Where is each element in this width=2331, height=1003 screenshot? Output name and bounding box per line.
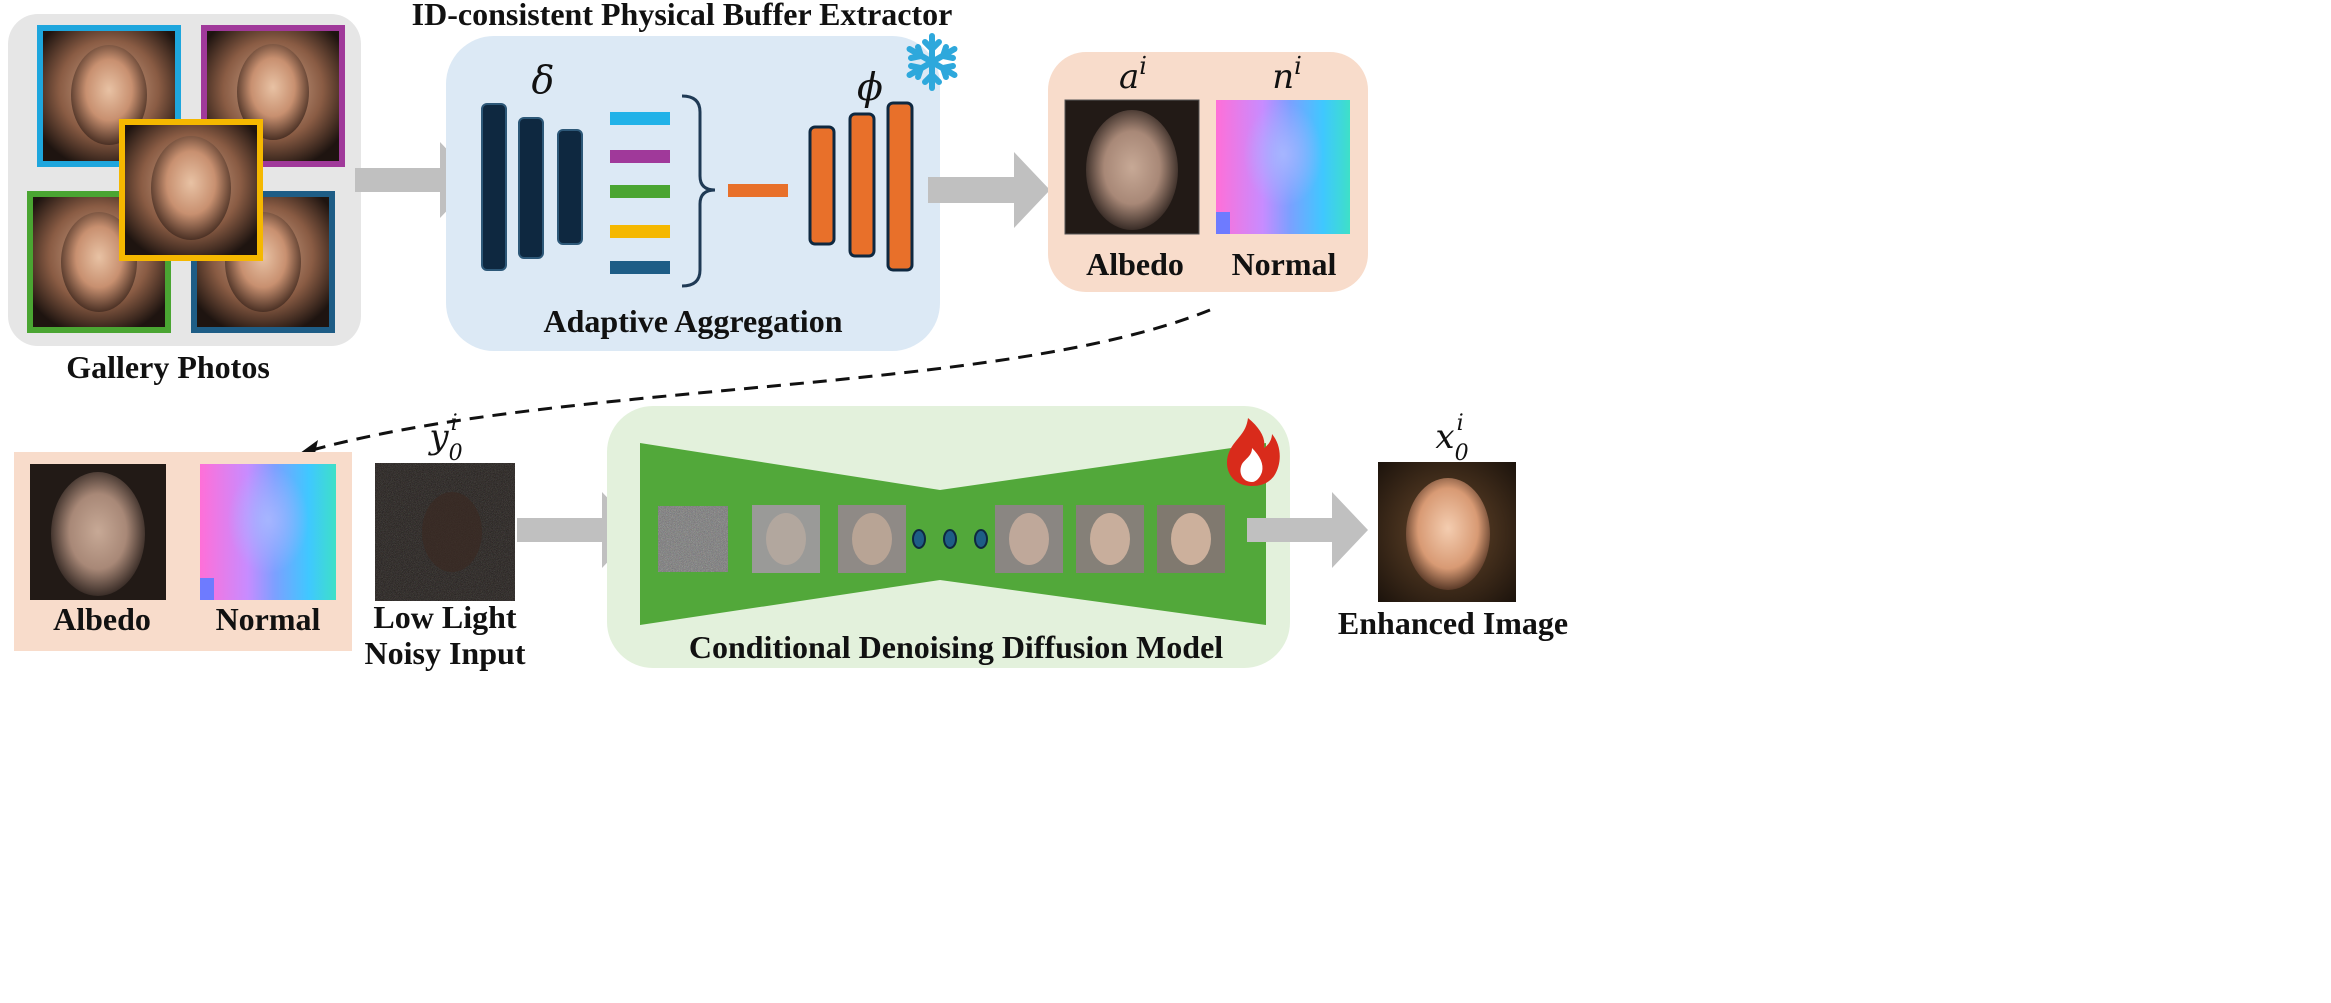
extractor-panel: [446, 36, 940, 351]
normal-label-bottom: Normal: [216, 601, 321, 637]
normal-label-top: Normal: [1232, 246, 1337, 282]
encoder-layer: [557, 129, 583, 245]
decoder-layer: [848, 112, 876, 258]
albedo-image-bottom: [30, 464, 166, 600]
step-image: [838, 505, 906, 573]
feature-bar: [610, 185, 670, 198]
arrow-to-buffers: [928, 152, 1050, 228]
decoder-layer: [886, 101, 914, 272]
feature-bar: [610, 150, 670, 163]
albedo-image-top: [1064, 99, 1200, 235]
gallery-label: Gallery Photos: [66, 349, 270, 385]
snowflake-icon: [906, 33, 958, 91]
feature-bar: [610, 261, 670, 274]
encoder-layer: [481, 103, 507, 271]
step-image: [1157, 505, 1225, 573]
normal-image-top: [1216, 100, 1350, 234]
step-image: [1076, 505, 1144, 573]
encoder-symbol: δ: [532, 58, 555, 102]
albedo-label-bottom: Albedo: [53, 601, 151, 637]
dashed-connector: [304, 308, 1211, 454]
encoder-layer: [518, 117, 544, 259]
dot: [943, 529, 957, 549]
arrow-to-output: [1247, 492, 1368, 568]
denoising-steps: [658, 505, 1225, 573]
step-image: [752, 505, 820, 573]
gallery-photos: [27, 25, 345, 333]
dot: [912, 529, 926, 549]
input-label-line1: Low Light: [373, 599, 516, 635]
input-symbol: y0i: [427, 411, 462, 466]
input-label-line2: Noisy Input: [365, 635, 526, 671]
step-noise: [658, 506, 728, 572]
gallery-photo: [119, 119, 263, 261]
feature-bars: [610, 112, 670, 274]
albedo-label-top: Albedo: [1086, 246, 1184, 282]
flame-icon: [1226, 418, 1280, 486]
output-symbol: x0i: [1435, 411, 1468, 466]
normal-symbol-top: ni: [1272, 52, 1302, 97]
ellipsis-dots: [912, 529, 988, 549]
noisy-input-image: [375, 463, 515, 601]
step-image: [995, 505, 1063, 573]
gallery-photo: [27, 191, 171, 333]
decoder-layer: [808, 125, 836, 246]
encoder-network: [481, 103, 583, 271]
normal-image-bottom: [200, 464, 336, 600]
diffusion-label: Conditional Denoising Diffusion Model: [689, 629, 1223, 665]
decoder-network: [808, 101, 914, 272]
decoder-symbol: ϕ: [857, 65, 883, 109]
feature-bar: [610, 225, 670, 238]
dot: [974, 529, 988, 549]
albedo-symbol-top: ai: [1119, 52, 1147, 97]
extractor-title: ID-consistent Physical Buffer Extractor: [412, 0, 953, 32]
arrow-to-extractor: [355, 142, 476, 218]
aggregation-brace: [681, 94, 716, 288]
enhanced-image: [1378, 462, 1516, 602]
feature-bar: [610, 112, 670, 125]
output-label: Enhanced Image: [1338, 605, 1568, 641]
aggregation-label: Adaptive Aggregation: [544, 303, 843, 339]
aggregated-feature: [728, 184, 788, 197]
